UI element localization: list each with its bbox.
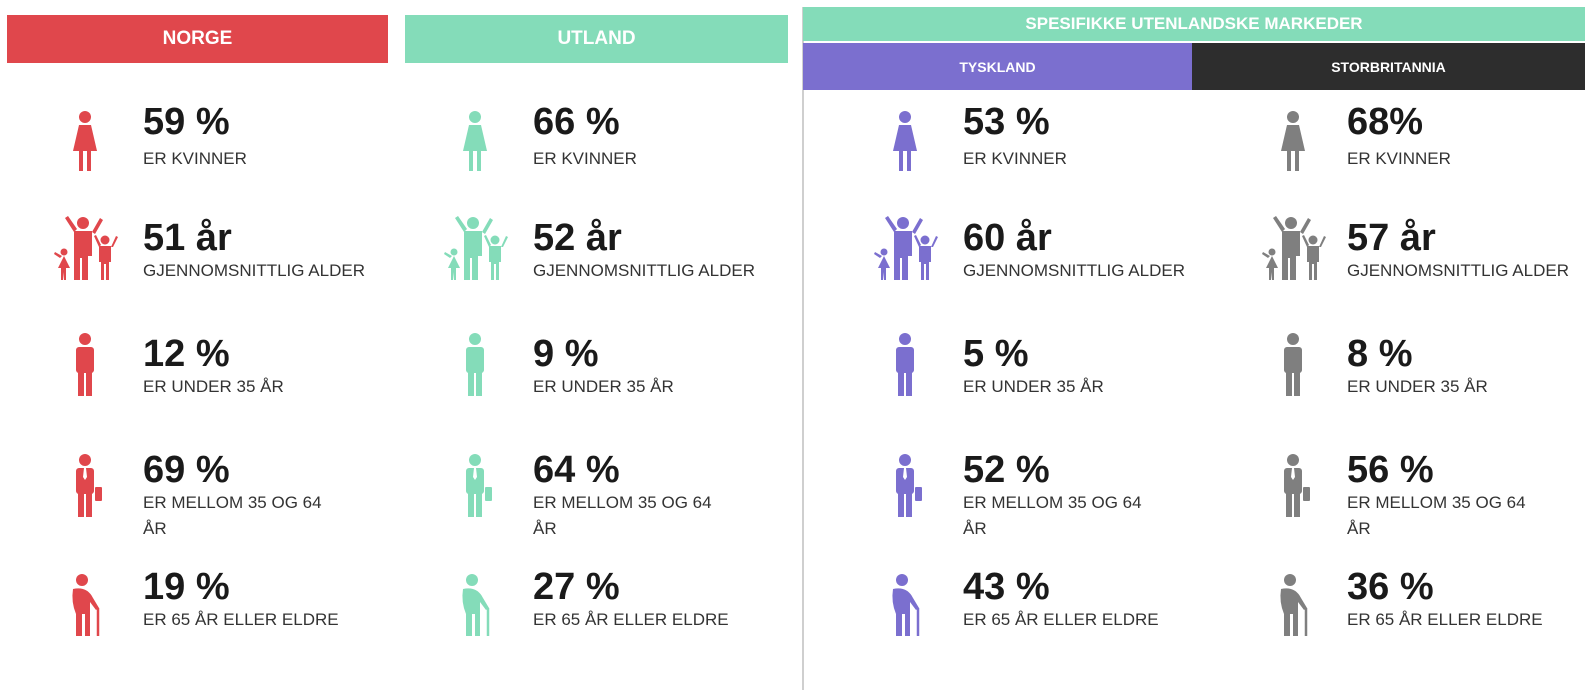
person-icon: [76, 454, 102, 517]
stat-label: ER KVINNER: [963, 149, 1067, 168]
stat-value: 60 år: [963, 217, 1052, 259]
person-icon: [1284, 454, 1310, 517]
person-icon: [76, 333, 94, 396]
stat-label: ER UNDER 35 ÅR: [963, 377, 1104, 396]
column-header: NORGE: [7, 15, 388, 63]
stat-value: 36 %: [1347, 566, 1434, 608]
person-icon: [896, 454, 922, 517]
stat-value: 43 %: [963, 566, 1050, 608]
stat-label: ER 65 ÅR ELLER ELDRE: [963, 610, 1159, 629]
stat-value: 5 %: [963, 333, 1029, 375]
person-icon: [896, 333, 914, 396]
stat-label: ER MELLOM 35 OG 64 ÅR: [143, 493, 322, 538]
stat-value: 12 %: [143, 333, 230, 375]
stat-value: 8 %: [1347, 333, 1413, 375]
person-icon: [874, 216, 938, 280]
stat-label: GJENNOMSNITTLIG ALDER: [1347, 261, 1569, 280]
stat-value: 52 år: [533, 217, 622, 259]
stat-label: GJENNOMSNITTLIG ALDER: [143, 261, 365, 280]
person-icon: [462, 574, 490, 636]
stat-value: 9 %: [533, 333, 599, 375]
person-icon: [893, 111, 917, 171]
person-icon: [1262, 216, 1326, 280]
stat-label: ER MELLOM 35 OG 64 ÅR: [533, 493, 712, 538]
stat-label: ER KVINNER: [533, 149, 637, 168]
stat-label: ER UNDER 35 ÅR: [1347, 377, 1488, 396]
person-icon: [463, 111, 487, 171]
person-icon: [72, 574, 100, 636]
stat-label: ER 65 ÅR ELLER ELDRE: [1347, 610, 1543, 629]
stat-value: 56 %: [1347, 449, 1434, 491]
stat-value: 27 %: [533, 566, 620, 608]
stat-value: 53 %: [963, 101, 1050, 143]
stat-value: 52 %: [963, 449, 1050, 491]
stat-value: 19 %: [143, 566, 230, 608]
stat-value: 51 år: [143, 217, 232, 259]
stat-label: ER UNDER 35 ÅR: [143, 377, 284, 396]
person-icon: [73, 111, 97, 171]
stat-label: ER MELLOM 35 OG 64 ÅR: [963, 493, 1142, 538]
group-header: SPESIFIKKE UTENLANDSKE MARKEDER: [803, 7, 1585, 41]
stat-value: 57 år: [1347, 217, 1436, 259]
person-icon: [1284, 333, 1302, 396]
stat-value: 64 %: [533, 449, 620, 491]
column-header: TYSKLAND: [803, 43, 1192, 90]
column-header: STORBRITANNIA: [1192, 43, 1585, 90]
stat-label: GJENNOMSNITTLIG ALDER: [963, 261, 1185, 280]
stat-label: ER UNDER 35 ÅR: [533, 377, 674, 396]
person-icon: [1280, 574, 1308, 636]
person-icon: [466, 333, 484, 396]
stat-label: ER MELLOM 35 OG 64 ÅR: [1347, 493, 1526, 538]
person-icon: [54, 216, 118, 280]
stat-label: ER KVINNER: [1347, 149, 1451, 168]
person-icon: [1281, 111, 1305, 171]
stat-value: 68%: [1347, 101, 1424, 143]
stat-value: 66 %: [533, 101, 620, 143]
stat-label: ER 65 ÅR ELLER ELDRE: [143, 610, 339, 629]
stat-label: ER KVINNER: [143, 149, 247, 168]
person-icon: [892, 574, 920, 636]
column-header: UTLAND: [405, 15, 788, 63]
person-icon: [444, 216, 508, 280]
stat-label: ER 65 ÅR ELLER ELDRE: [533, 610, 729, 629]
stat-value: 59 %: [143, 101, 230, 143]
person-icon: [466, 454, 492, 517]
stat-value: 69 %: [143, 449, 230, 491]
stat-label: GJENNOMSNITTLIG ALDER: [533, 261, 755, 280]
